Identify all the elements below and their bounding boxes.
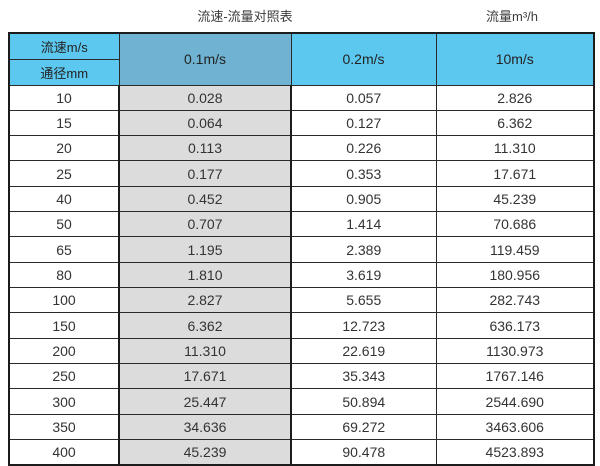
flow-value-cell: 11.310 — [118, 337, 292, 365]
table-row: 10 0.028 0.057 2.826 — [8, 84, 595, 111]
flow-value-cell: 0.452 — [118, 185, 292, 213]
diameter-cell: 250 — [8, 363, 120, 390]
flow-value-cell: 636.173 — [435, 312, 595, 339]
diameter-cell: 65 — [8, 236, 120, 263]
flow-value-cell: 0.127 — [290, 109, 437, 137]
table-row: 50 0.707 1.414 70.686 — [8, 211, 595, 238]
flow-value-cell: 3463.606 — [435, 413, 595, 441]
header-col-0-2ms: 0.2m/s — [290, 32, 437, 86]
titlebar: 流速-流量对照表 流量m³/h — [0, 0, 600, 32]
diameter-cell: 350 — [8, 413, 120, 441]
flow-value-cell: 2.389 — [290, 236, 437, 263]
table-row: 15 0.064 0.127 6.362 — [8, 109, 595, 137]
header-row-top: 流速m/s 0.1m/s 0.2m/s 10m/s — [8, 32, 595, 86]
flow-value-cell: 1130.973 — [435, 337, 595, 365]
table-row: 200 11.310 22.619 1130.973 — [8, 337, 595, 365]
flow-value-cell: 1.414 — [290, 211, 437, 238]
flow-value-cell: 0.057 — [290, 84, 437, 111]
diameter-cell: 200 — [8, 337, 120, 365]
flow-value-cell: 5.655 — [290, 287, 437, 314]
flow-value-cell: 45.239 — [118, 439, 292, 466]
flow-value-cell: 45.239 — [435, 185, 595, 213]
flow-value-cell: 4523.893 — [435, 439, 595, 466]
diameter-cell: 300 — [8, 388, 120, 415]
table-row: 65 1.195 2.389 119.459 — [8, 236, 595, 263]
table-row: 40 0.452 0.905 45.239 — [8, 185, 595, 213]
flow-value-cell: 2.826 — [435, 84, 595, 111]
flow-value-cell: 1.810 — [118, 261, 292, 289]
flow-value-cell: 50.894 — [290, 388, 437, 415]
flow-value-cell: 17.671 — [118, 363, 292, 390]
diameter-cell: 40 — [8, 185, 120, 213]
diameter-cell: 400 — [8, 439, 120, 466]
flow-value-cell: 282.743 — [435, 287, 595, 314]
table-row: 300 25.447 50.894 2544.690 — [8, 388, 595, 415]
header-col-0-1ms: 0.1m/s — [118, 32, 292, 86]
flow-value-cell: 11.310 — [435, 135, 595, 162]
header-col-10ms: 10m/s — [435, 32, 595, 86]
flow-value-cell: 119.459 — [435, 236, 595, 263]
table-row: 20 0.113 0.226 11.310 — [8, 135, 595, 162]
table-row: 25 0.177 0.353 17.671 — [8, 160, 595, 187]
flow-value-cell: 0.177 — [118, 160, 292, 187]
diameter-cell: 150 — [8, 312, 120, 339]
flow-value-cell: 1767.146 — [435, 363, 595, 390]
table-row: 350 34.636 69.272 3463.606 — [8, 413, 595, 441]
flow-value-cell: 70.686 — [435, 211, 595, 238]
flow-value-cell: 2544.690 — [435, 388, 595, 415]
table-row: 250 17.671 35.343 1767.146 — [8, 363, 595, 390]
diameter-cell: 80 — [8, 261, 120, 289]
header-diameter-label: 通径mm — [8, 58, 120, 86]
flow-value-cell: 12.723 — [290, 312, 437, 339]
table-body: 10 0.028 0.057 2.826 15 0.064 0.127 6.362 20 0.11… — [8, 84, 595, 466]
table-row: 150 6.362 12.723 636.173 — [8, 312, 595, 339]
flow-value-cell: 69.272 — [290, 413, 437, 441]
diameter-cell: 15 — [8, 109, 120, 137]
diameter-cell: 20 — [8, 135, 120, 162]
diameter-cell: 10 — [8, 84, 120, 111]
diameter-cell: 25 — [8, 160, 120, 187]
flow-rate-table: 流速m/s 0.1m/s 0.2m/s 10m/s 通径mm 10 0.028 0.… — [8, 32, 595, 466]
flow-unit-label: 流量m³/h — [485, 9, 539, 24]
flow-value-cell: 0.707 — [118, 211, 292, 238]
flow-value-cell: 25.447 — [118, 388, 292, 415]
flow-value-cell: 1.195 — [118, 236, 292, 263]
header-row-bottom: 通径mm — [8, 58, 594, 86]
flow-value-cell: 2.827 — [118, 287, 292, 314]
flow-value-cell: 180.956 — [435, 261, 595, 289]
flow-value-cell: 0.028 — [118, 84, 292, 111]
flow-value-cell: 6.362 — [118, 312, 292, 339]
flow-value-cell: 0.113 — [118, 135, 292, 162]
table-row: 100 2.827 5.655 282.743 — [8, 287, 595, 314]
flow-value-cell: 0.905 — [290, 185, 437, 213]
page-title: 流速-流量对照表 — [197, 9, 293, 24]
flow-value-cell: 17.671 — [435, 160, 595, 187]
header-velocity-label: 流速m/s — [8, 32, 120, 60]
flow-value-cell: 22.619 — [290, 337, 437, 365]
flow-value-cell: 6.362 — [435, 109, 595, 137]
flow-value-cell: 90.478 — [290, 439, 437, 466]
flow-value-cell: 3.619 — [290, 261, 437, 289]
flow-value-cell: 0.353 — [290, 160, 437, 187]
table-header: 流速m/s 0.1m/s 0.2m/s 10m/s 通径mm — [8, 32, 595, 86]
table-row: 400 45.239 90.478 4523.893 — [8, 439, 595, 466]
flow-value-cell: 0.226 — [290, 135, 437, 162]
diameter-cell: 50 — [8, 211, 120, 238]
flow-value-cell: 0.064 — [118, 109, 292, 137]
flow-value-cell: 34.636 — [118, 413, 292, 441]
diameter-cell: 100 — [8, 287, 120, 314]
table-row: 80 1.810 3.619 180.956 — [8, 261, 595, 289]
flow-value-cell: 35.343 — [290, 363, 437, 390]
